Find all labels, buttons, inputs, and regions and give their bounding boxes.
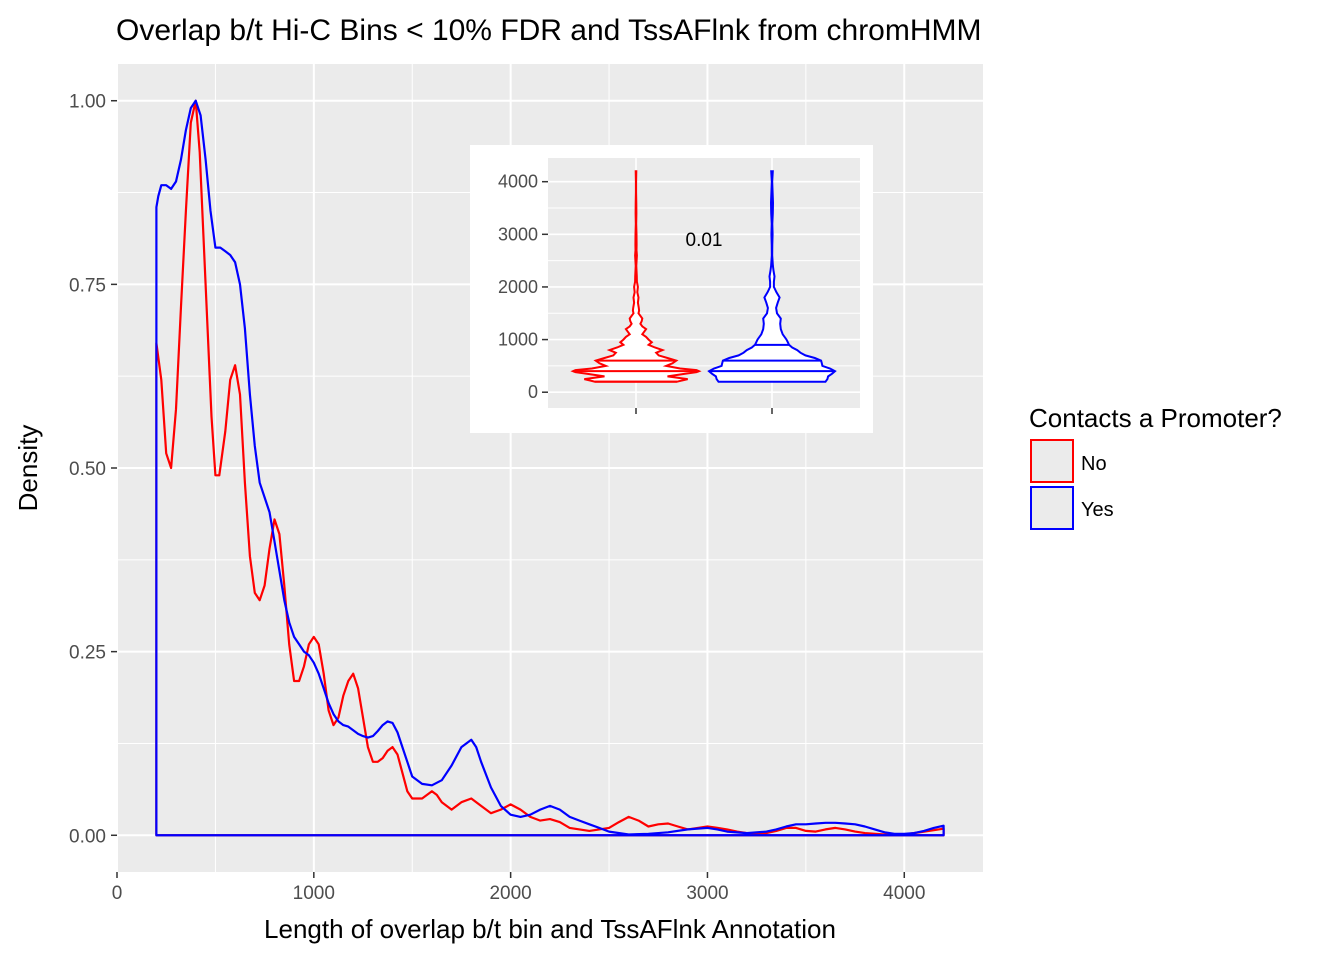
- inset-y-tick-label: 1000: [498, 330, 538, 350]
- inset-axes: 0 1000 2000 3000 4000: [498, 172, 548, 402]
- y-tick-label: 0.50: [69, 459, 106, 480]
- legend: Contacts a Promoter? No Yes: [1029, 403, 1282, 530]
- x-tick-label: 2000: [489, 883, 531, 904]
- chart-title: Overlap b/t Hi-C Bins < 10% FDR and TssA…: [116, 14, 982, 47]
- x-tick-label: 4000: [883, 883, 925, 904]
- density-line-yes: [155, 99, 945, 837]
- legend-key-yes: [1030, 486, 1074, 530]
- violin-no: [570, 170, 702, 383]
- y-tick-label: 0.00: [69, 826, 106, 847]
- violin-yes: [707, 170, 837, 383]
- legend-item-no: No: [1030, 439, 1107, 483]
- x-axis-title: Length of overlap b/t bin and TssAFlnk A…: [264, 914, 836, 944]
- density-series: [155, 99, 945, 837]
- y-tick-label: 0.25: [69, 643, 106, 664]
- inset-y-tick-label: 4000: [498, 172, 538, 192]
- inset-y-tick-label: 0: [528, 382, 538, 402]
- legend-label-yes: Yes: [1081, 499, 1114, 521]
- inset-y-tick-label: 3000: [498, 224, 538, 244]
- y-tick-label: 1.00: [69, 92, 106, 113]
- inset-violin-plot: 0 1000 2000 3000 4000 0.01: [470, 145, 873, 433]
- inset-y-tick-label: 2000: [498, 277, 538, 297]
- x-tick-label: 1000: [293, 883, 335, 904]
- legend-key-no: [1030, 439, 1074, 483]
- y-axis-title: Density: [13, 425, 43, 512]
- legend-title: Contacts a Promoter?: [1029, 403, 1282, 433]
- inset-violins: [570, 170, 837, 414]
- legend-label-no: No: [1081, 453, 1107, 475]
- legend-item-yes: Yes: [1030, 486, 1114, 530]
- x-tick-label: 0: [112, 883, 123, 904]
- plot-axes: 0 1000 2000 3000 4000 0.00 0.25 0.50 0.75 1.00: [69, 92, 925, 904]
- inset-p-value-annotation: 0.01: [686, 230, 723, 251]
- x-tick-label: 3000: [686, 883, 728, 904]
- y-tick-label: 0.75: [69, 275, 106, 296]
